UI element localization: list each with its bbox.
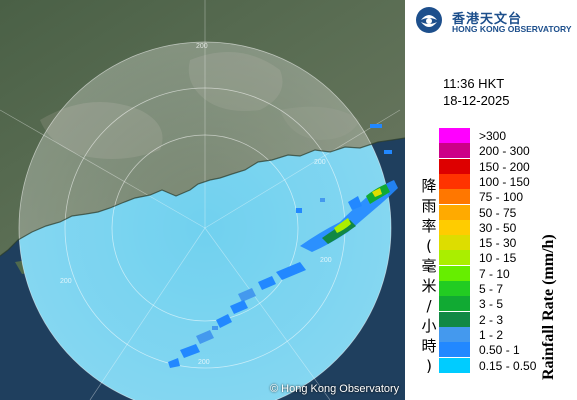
- legend-label: 50 - 75: [479, 205, 517, 220]
- legend-item: 200 - 300: [439, 143, 577, 159]
- logo-title-en: HONG KONG OBSERVATORY: [452, 24, 572, 34]
- range-ring-outer: [18, 41, 392, 400]
- legend-swatch: [439, 342, 470, 358]
- rain-echo: [212, 326, 218, 330]
- rain-echo: [334, 218, 351, 233]
- legend-item: 30 - 50: [439, 219, 577, 235]
- side-panel: 香港天文台 HONG KONG OBSERVATORY 11:36 HKT 18…: [405, 0, 577, 400]
- legend-label: 15 - 30: [479, 236, 517, 251]
- rain-echo: [348, 196, 362, 210]
- legend-label: 10 - 15: [479, 251, 517, 266]
- legend-label: 3 - 5: [479, 297, 504, 312]
- legend-label: 150 - 200: [479, 159, 530, 174]
- rain-echo: [384, 150, 392, 154]
- rain-echo: [370, 124, 382, 128]
- radial-spokes: [0, 0, 401, 400]
- legend-item: 150 - 200: [439, 158, 577, 174]
- legend-label: 100 - 150: [479, 174, 530, 189]
- legend-item: 10 - 15: [439, 250, 577, 266]
- legend-label: 30 - 50: [479, 220, 517, 235]
- legend-item: 1 - 2: [439, 326, 577, 342]
- range-label: 200: [320, 257, 332, 264]
- legend-item: 15 - 30: [439, 235, 577, 251]
- range-label: 200: [60, 278, 72, 285]
- logo-title-cn: 香港天文台: [452, 12, 523, 27]
- rain-echo: [238, 288, 256, 302]
- legend-swatch: [439, 357, 470, 373]
- legend-swatch: [439, 128, 470, 143]
- rain-echo: [372, 188, 382, 197]
- legend-label: 0.50 - 1: [479, 343, 520, 358]
- legend-item: 100 - 150: [439, 173, 577, 189]
- legend-item: 0.50 - 1: [439, 342, 577, 358]
- legend-label: 5 - 7: [479, 282, 504, 296]
- legend-swatch: [439, 281, 470, 296]
- legend-item: 3 - 5: [439, 296, 577, 312]
- radar-map: 200 200 200 200 200: [0, 0, 405, 400]
- rain-echo: [276, 262, 306, 280]
- legend-label: 2 - 3: [479, 312, 504, 327]
- legend-swatch: [439, 326, 470, 342]
- legend-label: 1 - 2: [479, 327, 504, 342]
- legend-item: 50 - 75: [439, 204, 577, 220]
- legend-label: 75 - 100: [479, 190, 524, 205]
- rain-echo: [196, 330, 214, 344]
- legend-item: 2 - 3: [439, 311, 577, 327]
- observation-time: 11:36 HKT: [443, 76, 505, 91]
- legend-item: 0.15 - 0.50: [439, 357, 577, 373]
- rain-echo: [258, 276, 276, 290]
- rain-echoes: [168, 124, 398, 368]
- legend-swatch: [439, 219, 470, 235]
- copyright-text: © Hong Kong Observatory: [270, 383, 400, 395]
- rain-echo: [320, 198, 325, 202]
- rain-echo: [168, 358, 180, 368]
- legend-swatch: [439, 143, 470, 159]
- rain-echo: [296, 208, 302, 213]
- range-label: 200: [198, 359, 210, 366]
- legend-label: 200 - 300: [479, 144, 530, 159]
- coverage-overlay: [19, 42, 391, 400]
- legend-item: >300: [439, 128, 577, 143]
- legend-swatch: [439, 235, 470, 251]
- legend-label: 0.15 - 0.50: [479, 358, 537, 373]
- legend-label: 7 - 10: [479, 266, 510, 281]
- hko-logo-icon: [416, 7, 442, 33]
- legend-item: 5 - 7: [439, 281, 577, 296]
- legend-label: >300: [479, 129, 507, 143]
- legend-swatch: [439, 296, 470, 312]
- range-label: 200: [196, 43, 208, 50]
- range-label: 200: [314, 159, 326, 166]
- legend-swatch: [439, 250, 470, 266]
- range-ring: [111, 134, 299, 322]
- legend-title-en: Rainfall Rate (mm/h): [540, 234, 557, 380]
- coastline: [0, 137, 405, 257]
- legend-item: 7 - 10: [439, 265, 577, 281]
- legend-swatch: [439, 173, 470, 189]
- rain-echo: [216, 314, 232, 328]
- legend-item: 75 - 100: [439, 189, 577, 205]
- rain-echo: [230, 300, 248, 314]
- rain-echo: [180, 344, 200, 358]
- observation-date: 18-12-2025: [443, 93, 510, 108]
- legend-swatch: [439, 311, 470, 327]
- radar-map-svg: 200 200 200 200 200: [0, 0, 405, 400]
- legend-swatch: [439, 189, 470, 205]
- legend-swatch: [439, 204, 470, 220]
- legend-title-cn: 降雨率(毫米 / 小時): [421, 177, 437, 375]
- legend-swatch: [439, 158, 470, 174]
- radar-coverage: [19, 42, 391, 400]
- legend-swatch: [439, 265, 470, 281]
